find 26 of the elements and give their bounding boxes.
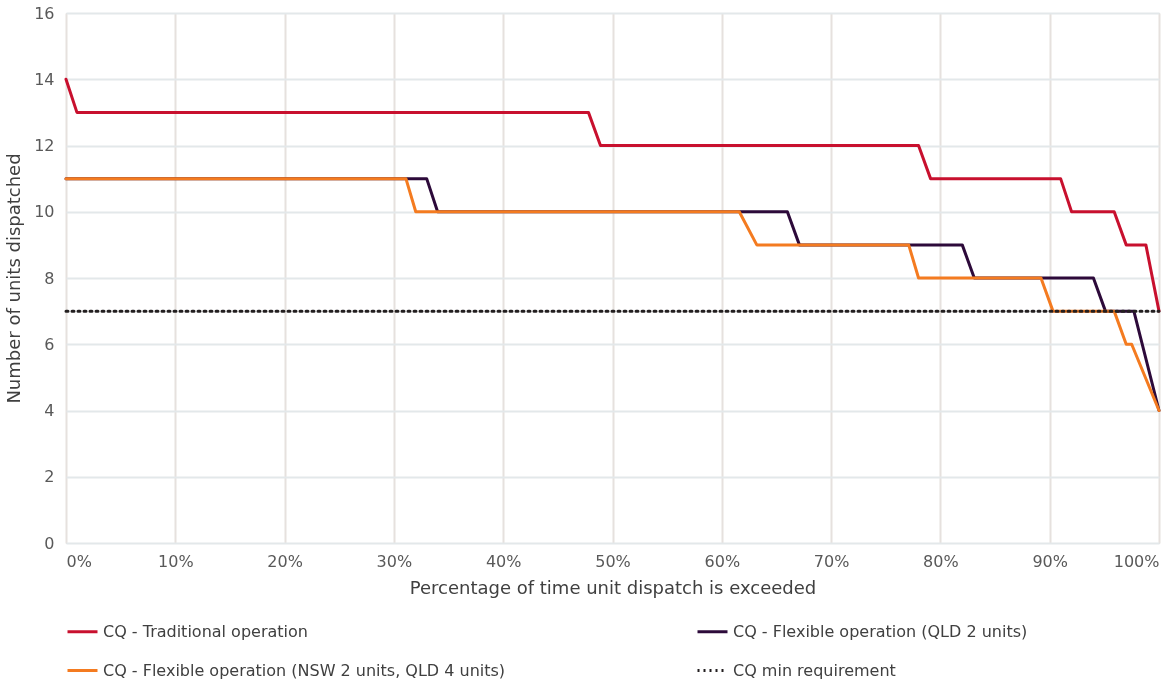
x-tick-label: 60% (704, 551, 741, 571)
y-tick-label: 12 (34, 136, 55, 155)
x-tick-label: 90% (1032, 551, 1068, 571)
y-tick-label: 14 (34, 69, 55, 89)
y-tick-label: 16 (34, 3, 55, 23)
x-tick-label: 20% (267, 551, 303, 571)
x-tick-label: 100% (1113, 551, 1160, 571)
legend-label: CQ - Flexible operation (QLD 2 units) (733, 621, 1028, 641)
x-tick-label: 70% (813, 551, 850, 571)
y-tick-label: 8 (44, 268, 55, 288)
x-tick-label: 40% (485, 551, 522, 571)
y-tick-label: 0 (44, 533, 55, 553)
legend-label: CQ - Traditional operation (103, 621, 308, 641)
y-tick-label: 4 (44, 401, 55, 420)
x-tick-label: 50% (595, 551, 631, 571)
y-axis-title: Number of units dispatched (3, 153, 25, 404)
y-tick-label: 6 (44, 334, 55, 354)
y-tick-label: 10 (34, 202, 55, 222)
x-tick-label: 80% (923, 551, 959, 571)
legend-label: CQ min requirement (733, 660, 896, 680)
x-tick-label: 0% (66, 551, 92, 571)
legend-label: CQ - Flexible operation (NSW 2 units, QLD 4 units) (103, 660, 506, 680)
x-tick-label: 10% (158, 551, 194, 571)
y-tick-label: 2 (44, 467, 55, 487)
x-tick-label: 30% (376, 551, 413, 571)
x-axis-title: Percentage of time unit dispatch is exceeded (409, 576, 817, 598)
